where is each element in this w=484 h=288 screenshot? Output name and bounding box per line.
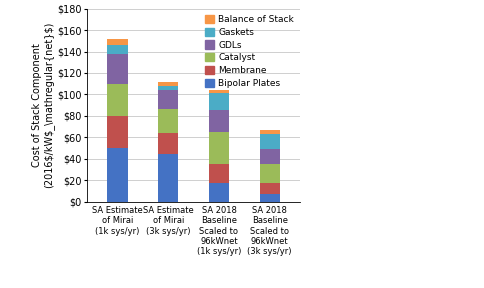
Bar (158, 154, 179, 202)
Legend: Balance of Stack, Gaskets, GDLs, Catalyst, Membrane, Bipolar Plates: Balance of Stack, Gaskets, GDLs, Catalys… (204, 13, 296, 90)
Bar (158, 82, 179, 86)
Bar (209, 111, 229, 132)
Bar (158, 90, 179, 109)
Bar (259, 130, 280, 134)
Bar (158, 133, 179, 154)
Bar (259, 149, 280, 164)
Bar (107, 148, 128, 202)
Bar (158, 109, 179, 133)
Bar (107, 116, 128, 148)
Bar (259, 134, 280, 149)
Bar (107, 39, 128, 45)
Bar (107, 84, 128, 116)
Bar (209, 183, 229, 202)
Bar (209, 132, 229, 164)
Bar (107, 54, 128, 84)
Bar (259, 164, 280, 183)
Bar (259, 194, 280, 202)
Bar (107, 45, 128, 54)
Bar (209, 164, 229, 183)
Bar (209, 90, 229, 93)
Bar (209, 93, 229, 111)
Y-axis label: Cost of Stack Component
(2016$/kW$_\mathregular{net}$): Cost of Stack Component (2016$/kW$_\math… (31, 22, 54, 188)
Bar (259, 183, 280, 194)
Bar (158, 86, 179, 90)
